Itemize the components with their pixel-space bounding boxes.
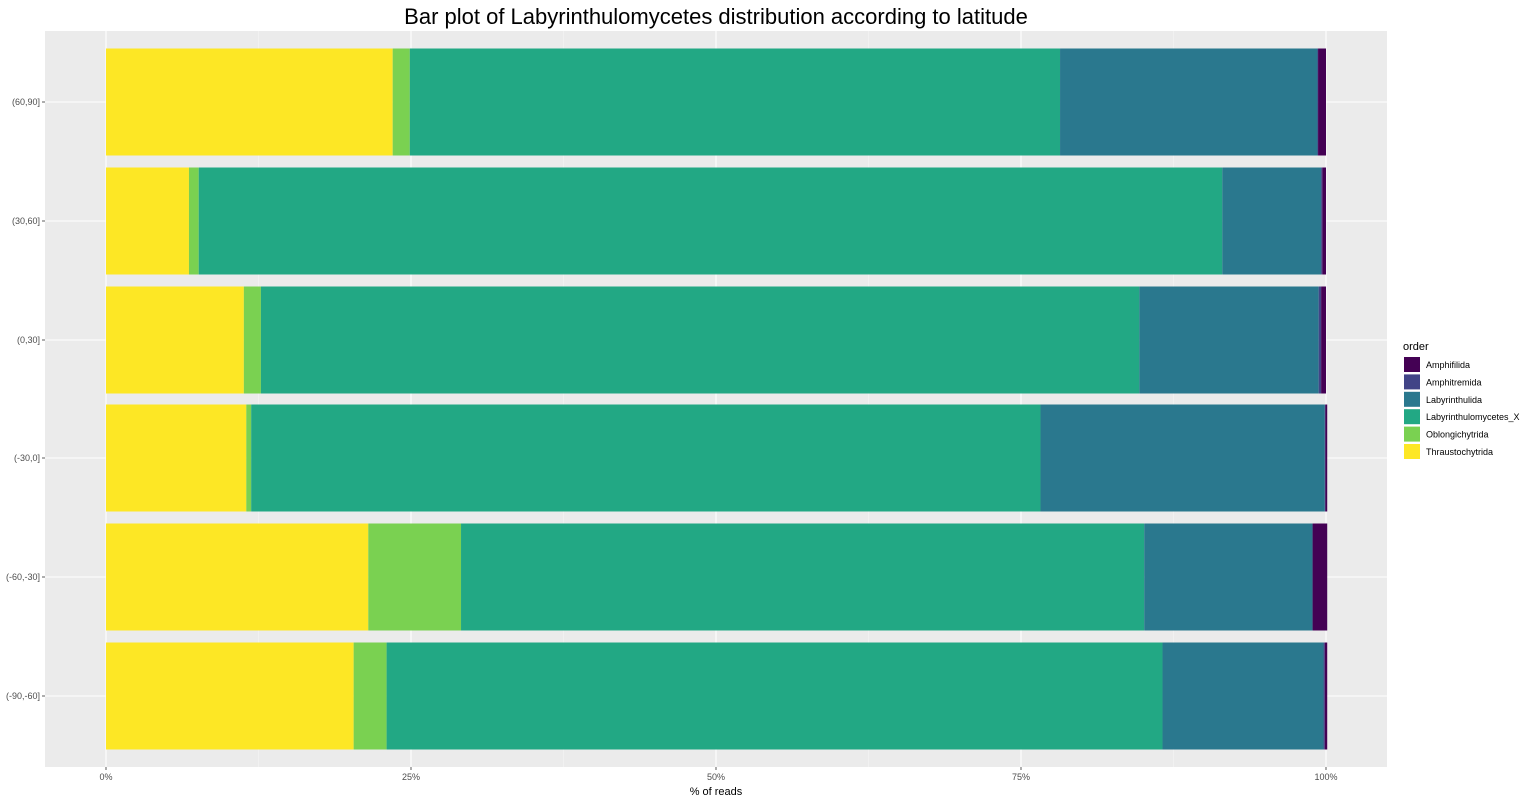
x-tick-label: 75% [1012, 772, 1030, 782]
bar-segment-amphitremida [1317, 48, 1319, 156]
bar-segment-labyrinthulomycetes-x [409, 48, 1061, 156]
y-tick-label: (-60,-30] [6, 572, 40, 582]
bar-segment-thraustochytrida [106, 642, 354, 750]
bar-segment-thraustochytrida [106, 523, 369, 631]
y-tick-label: (0,30] [17, 335, 40, 345]
legend-label: Labyrinthulomycetes_X [1426, 412, 1520, 422]
x-axis-title: % of reads [690, 786, 743, 798]
bar-segment-oblongichytrida [368, 523, 462, 631]
bar-segment-oblongichytrida [353, 642, 387, 750]
bar-segment-labyrinthulida [1144, 523, 1313, 631]
bar-segment-amphifilida [1312, 523, 1328, 631]
y-tick-label: (30,60] [12, 216, 40, 226]
legend-key [1404, 444, 1420, 459]
bar-segment-labyrinthulida [1222, 167, 1322, 275]
legend-label: Thraustochytrida [1426, 447, 1493, 457]
bar-segment-oblongichytrida [246, 404, 252, 512]
bar-segment-thraustochytrida [106, 167, 189, 275]
bar-segment-amphifilida [1325, 404, 1328, 512]
y-tick-labels: (60,90] (30,60] (0,30] (-30,0] (-60,-30] (-90… [6, 97, 45, 701]
bar-segment-thraustochytrida [106, 404, 247, 512]
bar-segment-amphitremida [1321, 167, 1323, 275]
bar-segment-labyrinthulomycetes-x [386, 642, 1163, 750]
bar-segment-amphifilida [1322, 167, 1326, 275]
x-tick-label: 50% [707, 772, 725, 782]
legend-key [1404, 409, 1420, 425]
bar-segment-labyrinthulida [1162, 642, 1324, 750]
legend-key [1404, 391, 1420, 407]
y-tick-label: (-30,0] [14, 453, 40, 463]
legend-label: Labyrinthulida [1426, 395, 1482, 405]
bar-segment-amphitremida [1323, 642, 1325, 750]
bar-segment-labyrinthulida [1060, 48, 1318, 156]
chart-title: Bar plot of Labyrinthulomycetes distribu… [404, 4, 1028, 29]
bar-segment-oblongichytrida [243, 286, 261, 394]
x-tick-label: 0% [99, 772, 112, 782]
bar-segment-amphitremida [1318, 286, 1322, 394]
bar-segment-labyrinthulomycetes-x [461, 523, 1145, 631]
legend-label: Oblongichytrida [1426, 430, 1489, 440]
x-tick-label: 100% [1314, 772, 1337, 782]
x-tick-label: 25% [402, 772, 420, 782]
bar-segment-labyrinthulomycetes-x [260, 286, 1140, 394]
legend-label: Amphitremida [1426, 377, 1482, 387]
bar-segment-amphifilida [1324, 642, 1328, 750]
bar-segment-amphitremida [1324, 404, 1326, 512]
legend-label: Amphifilida [1426, 360, 1470, 370]
bar-segment-thraustochytrida [106, 48, 393, 156]
y-tick-label: (-90,-60] [6, 691, 40, 701]
bar-segment-thraustochytrida [106, 286, 244, 394]
bar-segment-labyrinthulida [1139, 286, 1319, 394]
legend-key [1404, 357, 1420, 372]
bar-segment-labyrinthulomycetes-x [251, 404, 1041, 512]
legend-title: order [1403, 341, 1429, 353]
bars [106, 48, 1328, 750]
bar-segment-amphifilida [1318, 48, 1326, 156]
legend: order Amphifilida Amphitremida Labyrinthul… [1403, 341, 1520, 459]
legend-key [1404, 426, 1420, 442]
bar-segment-labyrinthulida [1040, 404, 1325, 512]
legend-key [1404, 374, 1420, 390]
bar-segment-oblongichytrida [188, 167, 199, 275]
y-tick-label: (60,90] [12, 97, 40, 107]
bar-segment-oblongichytrida [392, 48, 410, 156]
x-tick-labels: 0% 25% 50% 75% 100% [99, 767, 1338, 782]
bar-segment-amphifilida [1321, 286, 1326, 394]
bar-segment-labyrinthulomycetes-x [198, 167, 1223, 275]
